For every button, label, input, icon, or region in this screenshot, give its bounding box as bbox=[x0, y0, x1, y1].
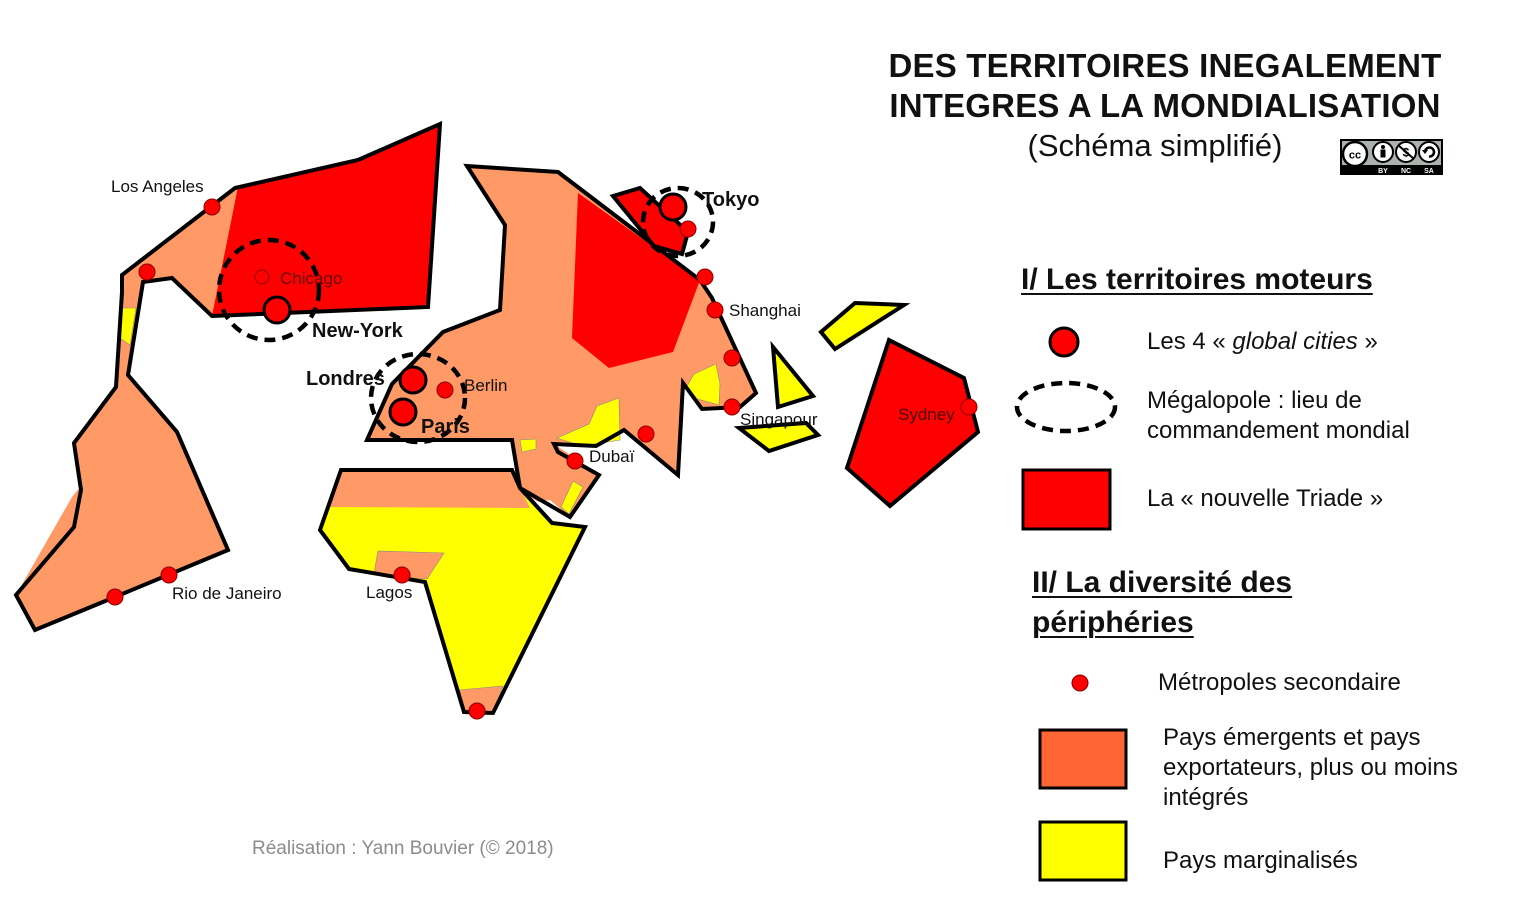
page-title-line-1: DES TERRITOIRES INEGALEMENT bbox=[888, 47, 1442, 84]
legend-secondary-cities-label: Métropoles secondaire bbox=[1158, 669, 1401, 696]
legend-global-cities-label: Les 4 « global cities » bbox=[1147, 328, 1378, 355]
city-marker-chicago[interactable] bbox=[254, 269, 270, 285]
city-marker-dubai[interactable] bbox=[566, 452, 584, 470]
city-marker-sao-paulo[interactable] bbox=[106, 588, 124, 606]
sa-icon bbox=[1418, 141, 1440, 163]
label-paris: Paris bbox=[421, 416, 470, 438]
label-tokyo: Tokyo bbox=[702, 189, 759, 211]
legend-triade-icon bbox=[1021, 468, 1112, 531]
legend-marginal-icon bbox=[1038, 820, 1128, 882]
global-cities bbox=[262, 192, 688, 427]
page-subtitle: (Schéma simplifié) bbox=[1027, 128, 1283, 163]
label-londres: Londres bbox=[306, 368, 385, 390]
north-africa-emergent-region bbox=[330, 470, 530, 508]
megalopolis-markers bbox=[216, 185, 716, 445]
city-marker-rio[interactable] bbox=[160, 566, 178, 584]
secondary-cities bbox=[106, 198, 978, 720]
label-dubai: Dubaï bbox=[589, 447, 635, 466]
label-chicago: Chicago bbox=[280, 269, 342, 288]
city-marker-shanghai[interactable] bbox=[706, 301, 724, 319]
city-marker-hongkong[interactable] bbox=[723, 349, 741, 367]
megalopolis-japan bbox=[640, 185, 716, 259]
legend-emergent-label: Pays émergents et pays exportateurs, plu… bbox=[1163, 724, 1458, 811]
city-marker-mumbai[interactable] bbox=[637, 425, 655, 443]
nc-icon: $ bbox=[1395, 141, 1417, 163]
legend-emergent-icon bbox=[1038, 728, 1128, 790]
east-asia-triade-region bbox=[572, 193, 700, 368]
megalopolis-europe bbox=[368, 351, 468, 445]
page-title-line-2: INTEGRES A LA MONDIALISATION bbox=[889, 87, 1441, 124]
legend-megalopolis-icon bbox=[1014, 380, 1118, 434]
label-singapour: Singapour bbox=[740, 410, 818, 429]
cc-license-badge: cc $ BY NC SA bbox=[1340, 139, 1443, 175]
city-marker-johannesburg[interactable] bbox=[468, 702, 486, 720]
africa-marginal-region bbox=[320, 470, 585, 713]
middle-east-marginal-region-1 bbox=[519, 438, 537, 453]
label-lagos: Lagos bbox=[366, 583, 412, 602]
city-marker-singapour[interactable] bbox=[723, 398, 741, 416]
svg-text:SA: SA bbox=[1424, 168, 1434, 175]
americas-outline bbox=[13, 120, 443, 633]
north-america-triade-region bbox=[212, 124, 440, 316]
africa bbox=[317, 468, 589, 716]
label-los-angeles: Los Angeles bbox=[111, 177, 204, 196]
author-credit: Réalisation : Yann Bouvier (© 2018) bbox=[252, 838, 554, 859]
arabia-marginal-region bbox=[560, 480, 584, 515]
legend-secondary-city-icon bbox=[1071, 674, 1089, 692]
title-block: DES TERRITOIRES INEGALEMENT INTEGRES A L… bbox=[860, 46, 1470, 166]
legend-triade-label: La « nouvelle Triade » bbox=[1147, 485, 1384, 512]
city-marker-paris[interactable] bbox=[388, 397, 418, 427]
city-marker-beijing[interactable] bbox=[696, 268, 714, 286]
city-marker-new-york[interactable] bbox=[262, 295, 292, 325]
city-labels: Los Angeles Chicago New-York Londres Par… bbox=[111, 177, 955, 603]
legend-section-2-heading: II/ La diversité des périphéries bbox=[1032, 566, 1293, 639]
africa-outline bbox=[317, 468, 589, 716]
city-marker-londres[interactable] bbox=[398, 365, 428, 395]
legend-symbols bbox=[1014, 326, 1128, 882]
legend-megalopolis-label: Mégalopole : lieu de commandement mondia… bbox=[1147, 387, 1410, 444]
city-marker-berlin[interactable] bbox=[436, 381, 454, 399]
indonesia-marginal-region-1 bbox=[770, 340, 817, 410]
label-berlin: Berlin bbox=[464, 376, 507, 395]
cc-icon: cc bbox=[1341, 140, 1369, 168]
australia-triade-region bbox=[844, 337, 981, 509]
city-marker-lagos[interactable] bbox=[393, 566, 411, 584]
svg-text:BY: BY bbox=[1378, 168, 1388, 175]
by-icon bbox=[1372, 141, 1394, 163]
megalopolis-north-america bbox=[216, 237, 322, 343]
americas bbox=[13, 120, 443, 633]
oceania-and-islands bbox=[733, 300, 981, 509]
legend-marginal-label: Pays marginalisés bbox=[1163, 847, 1358, 874]
label-shanghai: Shanghai bbox=[729, 301, 801, 320]
svg-text:NC: NC bbox=[1401, 168, 1411, 175]
indonesia-marginal-region-2 bbox=[733, 420, 822, 454]
legend-global-city-icon bbox=[1048, 326, 1080, 358]
central-asia-marginal-region bbox=[556, 397, 621, 447]
city-marker-mexico[interactable] bbox=[138, 263, 156, 281]
city-marker-tokyo[interactable] bbox=[658, 192, 688, 222]
label-rio: Rio de Janeiro bbox=[172, 584, 282, 603]
city-marker-sydney[interactable] bbox=[960, 398, 978, 416]
legend-section-1-heading: I/ Les territoires moteurs bbox=[1021, 263, 1373, 296]
city-marker-los-angeles[interactable] bbox=[203, 198, 221, 216]
svg-text:cc: cc bbox=[1349, 150, 1361, 162]
label-new-york: New-York bbox=[312, 320, 404, 342]
label-sydney: Sydney bbox=[898, 405, 955, 424]
philippines-marginal-region bbox=[818, 300, 911, 352]
city-marker-osaka[interactable] bbox=[679, 220, 697, 238]
